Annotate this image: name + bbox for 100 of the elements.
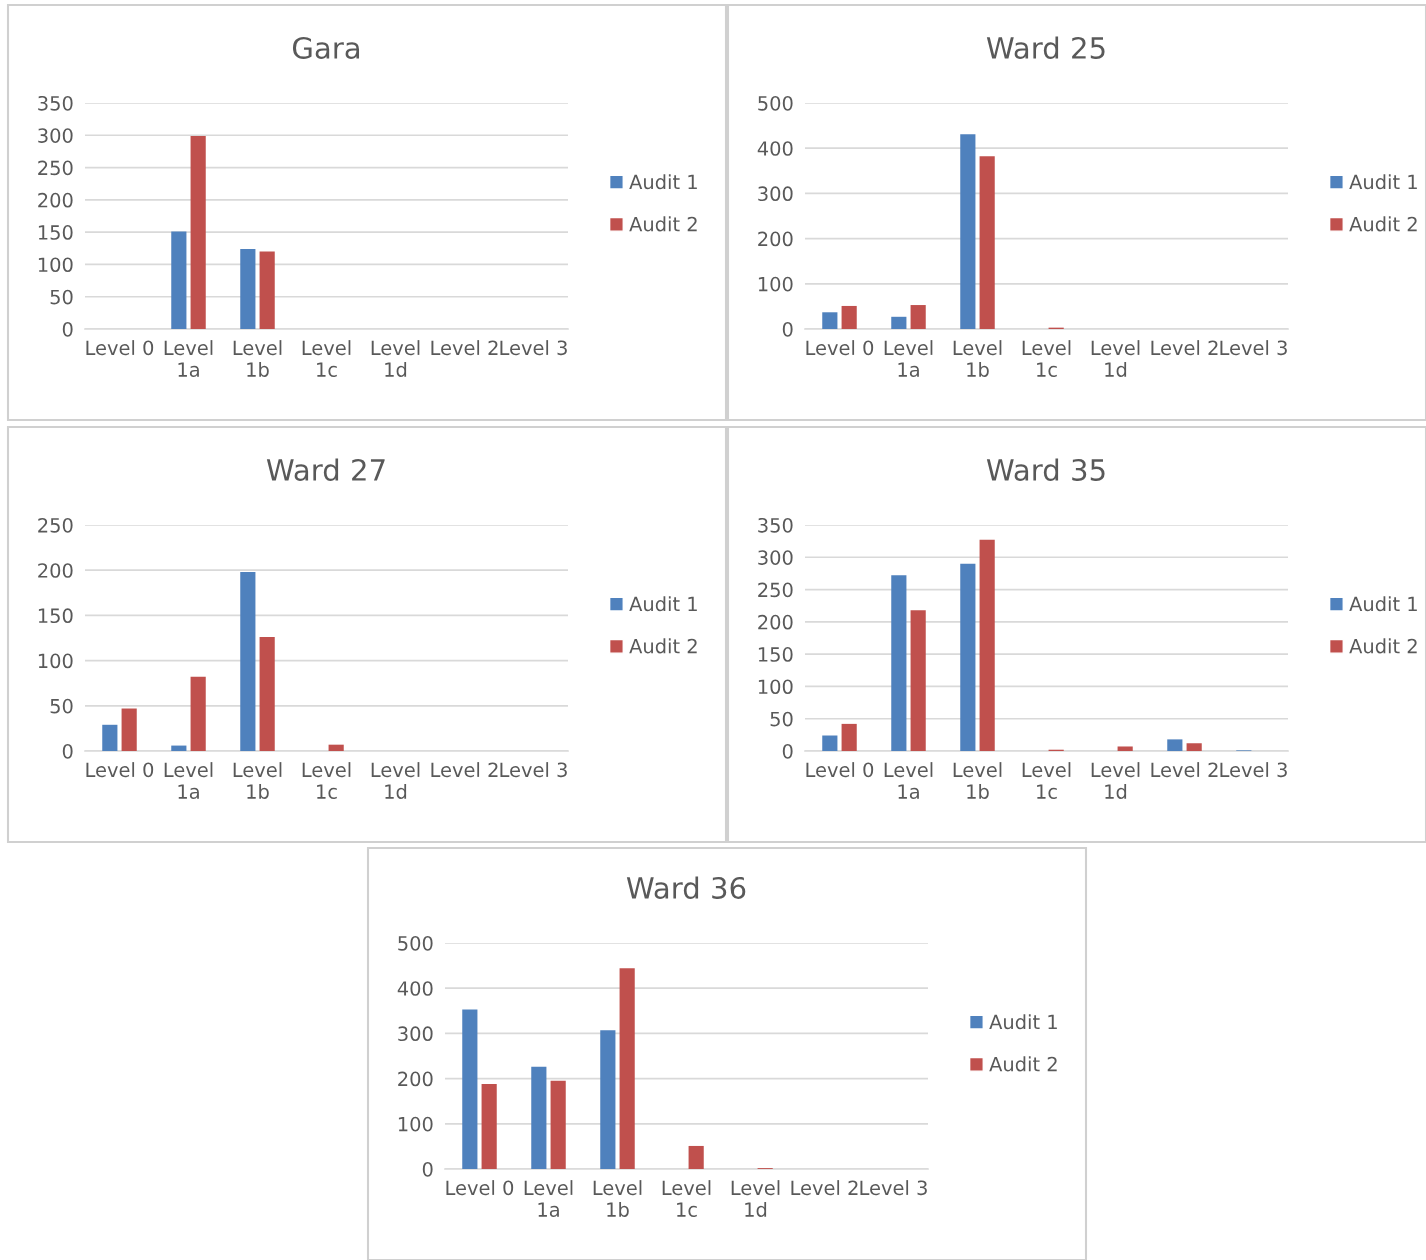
- y-tick-label: 400: [757, 141, 793, 156]
- bar: [240, 572, 256, 751]
- x-tick-label: Level 1d: [1091, 762, 1140, 799]
- bar: [600, 1030, 616, 1169]
- x-tick-label: Level 2: [1151, 340, 1218, 356]
- legend-label: Audit 2: [629, 216, 697, 232]
- y-tick-label: 350: [38, 95, 73, 111]
- legend-label: Audit 1: [1349, 596, 1417, 612]
- x-tick-label: Level 2: [1151, 762, 1218, 778]
- y-tick-label: 200: [38, 563, 73, 578]
- y-tick-label: 300: [38, 128, 73, 143]
- y-tick-label: 150: [758, 647, 793, 662]
- bar: [841, 305, 857, 329]
- y-tick-label: 100: [758, 679, 793, 695]
- y-tick-label: 350: [758, 517, 793, 533]
- bar: [1186, 743, 1202, 751]
- x-tick-label: Level 3: [500, 762, 567, 778]
- y-tick-label: 200: [758, 231, 793, 247]
- bar: [171, 231, 187, 329]
- bar: [619, 968, 635, 1169]
- x-tick-label: Level 1a: [524, 1180, 573, 1217]
- x-tick-label: Level 0: [86, 762, 154, 778]
- x-tick-label: Level 3: [1220, 340, 1287, 356]
- bar: [102, 724, 118, 751]
- y-tick-label: 500: [758, 95, 793, 111]
- legend-label: Audit 2: [1349, 638, 1417, 654]
- bar: [481, 1084, 497, 1169]
- bar: [328, 744, 344, 751]
- x-tick-label: Level 1b: [593, 1180, 642, 1217]
- legend-label: Audit 2: [989, 1056, 1057, 1072]
- x-tick-label: Level 2: [431, 340, 498, 356]
- chart-title: Gara: [292, 36, 360, 59]
- legend-label: Audit 2: [629, 638, 697, 654]
- y-tick-label: 250: [38, 160, 73, 176]
- x-tick-label: Level 2: [791, 1180, 858, 1196]
- chart-title: Ward 35: [986, 458, 1105, 481]
- x-tick-label: Level 1a: [884, 340, 933, 377]
- y-tick-label: 300: [398, 1026, 433, 1042]
- y-tick-label: 100: [38, 257, 73, 273]
- bar: [688, 1145, 704, 1169]
- x-tick-label: Level 1c: [1022, 340, 1071, 377]
- legend-label: Audit 1: [1349, 174, 1417, 190]
- chart-title: Ward 27: [266, 458, 385, 481]
- y-tick-label: 50: [50, 698, 73, 714]
- y-tick-label: 300: [758, 550, 793, 565]
- bar: [960, 134, 976, 329]
- y-tick-label: 250: [758, 582, 793, 598]
- bar: [960, 563, 976, 751]
- y-tick-label: 100: [758, 276, 793, 292]
- x-tick-label: Level 0: [446, 1180, 514, 1196]
- y-tick-label: 100: [38, 653, 73, 669]
- legend-label: Audit 2: [1349, 216, 1417, 232]
- bar: [240, 248, 256, 329]
- x-tick-label: Level 1a: [884, 762, 933, 799]
- x-tick-label: Level 1a: [164, 762, 213, 799]
- bar: [550, 1080, 566, 1169]
- y-tick-label: 200: [758, 614, 793, 630]
- y-tick-label: 50: [770, 711, 793, 727]
- y-tick-label: 50: [50, 289, 73, 305]
- y-tick-label: 100: [398, 1116, 433, 1132]
- y-tick-label: 0: [62, 321, 73, 337]
- legend-label: Audit 1: [989, 1014, 1057, 1030]
- x-tick-label: Level 1c: [1022, 762, 1071, 799]
- bar: [121, 708, 137, 751]
- bar: [979, 539, 995, 751]
- chart-title: Ward 36: [626, 876, 746, 899]
- x-tick-label: Level 0: [86, 340, 154, 356]
- bar: [841, 723, 857, 751]
- bar: [1117, 746, 1133, 751]
- bar: [910, 305, 926, 329]
- x-tick-label: Level 1b: [953, 340, 1002, 377]
- bar: [891, 316, 907, 329]
- x-tick-label: Level 0: [806, 762, 874, 778]
- y-tick-label: 200: [38, 192, 73, 208]
- y-tick-label: 200: [398, 1071, 433, 1087]
- bar: [462, 1009, 478, 1169]
- x-tick-label: Level 2: [431, 762, 498, 778]
- y-tick-label: 0: [422, 1161, 433, 1177]
- bar: [190, 135, 206, 329]
- legend-label: Audit 1: [629, 174, 697, 190]
- y-tick-label: 250: [38, 517, 73, 533]
- y-tick-label: 400: [397, 981, 433, 996]
- x-tick-label: Level 1d: [371, 762, 420, 799]
- bar: [910, 610, 926, 751]
- bar: [259, 637, 275, 751]
- x-tick-label: Level 1b: [953, 762, 1002, 799]
- x-tick-label: Level 1b: [233, 340, 282, 377]
- x-tick-label: Level 3: [500, 340, 567, 356]
- x-tick-label: Level 1a: [164, 340, 213, 377]
- bar: [531, 1066, 547, 1169]
- x-tick-label: Level 1b: [233, 762, 282, 799]
- x-tick-label: Level 1c: [302, 762, 351, 799]
- bar: [822, 312, 838, 329]
- bar: [190, 676, 206, 751]
- bar: [891, 575, 907, 751]
- x-tick-label: Level 0: [806, 340, 874, 356]
- x-tick-label: Level 1c: [662, 1180, 711, 1217]
- chart-title: Ward 25: [986, 36, 1105, 59]
- y-tick-label: 500: [398, 935, 433, 951]
- x-tick-label: Level 1d: [1091, 340, 1140, 377]
